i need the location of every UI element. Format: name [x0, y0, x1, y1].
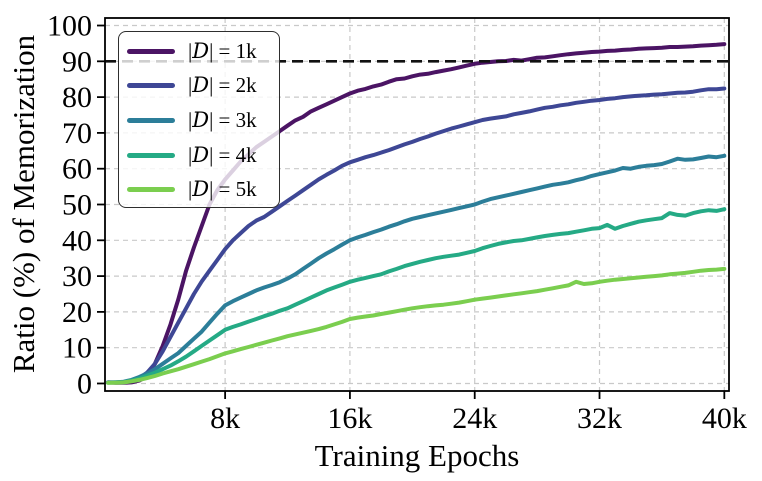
legend-item-5k: |D| = 5k: [127, 172, 279, 207]
legend-label-5k: |D| = 5k: [188, 177, 257, 202]
y-tick-label: 20: [62, 296, 92, 329]
legend-label-2k: |D| = 2k: [188, 73, 257, 98]
legend-item-2k: |D| = 2k: [127, 69, 279, 104]
legend-line-swatch-3k: [127, 117, 175, 123]
series-line-2k: [106, 86, 727, 385]
legend-line-swatch-1k: [127, 48, 175, 54]
x-axis-label: Training Epochs: [314, 438, 520, 473]
y-tick-label: 0: [77, 367, 92, 400]
y-tick-label: 10: [62, 332, 92, 365]
legend-line-swatch-2k: [127, 83, 175, 89]
y-tick-label: 90: [62, 45, 92, 78]
y-tick-label: 60: [62, 153, 92, 186]
y-axis-label: Ratio (%) of Memorization: [6, 34, 41, 374]
x-tick-label: 16k: [327, 402, 372, 435]
legend-label-4k: |D| = 4k: [188, 142, 257, 167]
series-line-5k: [106, 266, 727, 385]
legend-item-3k: |D| = 3k: [127, 103, 279, 138]
x-tick-label: 40k: [702, 402, 747, 435]
series-line-4k: [106, 207, 727, 385]
legend-line-swatch-5k: [127, 187, 175, 193]
legend-line-swatch-4k: [127, 152, 175, 158]
series-line-3k: [106, 153, 727, 385]
x-tick-label: 8k: [210, 402, 240, 435]
legend-item-1k: |D| = 1k: [127, 34, 279, 69]
y-tick-label: 80: [62, 81, 92, 114]
legend-label-3k: |D| = 3k: [188, 107, 257, 132]
legend-box: |D| = 1k |D| = 2k |D| = 3k |D| = 4k |D| …: [118, 31, 280, 208]
x-tick-label: 24k: [452, 402, 497, 435]
y-tick-label: 50: [62, 189, 92, 222]
y-tick-label: 40: [62, 224, 92, 257]
legend-label-1k: |D| = 1k: [188, 38, 257, 63]
legend-item-4k: |D| = 4k: [127, 138, 279, 173]
y-tick-label: 70: [62, 117, 92, 150]
x-tick-label: 32k: [577, 402, 622, 435]
y-tick-label: 30: [62, 260, 92, 293]
y-tick-label: 100: [47, 10, 92, 43]
